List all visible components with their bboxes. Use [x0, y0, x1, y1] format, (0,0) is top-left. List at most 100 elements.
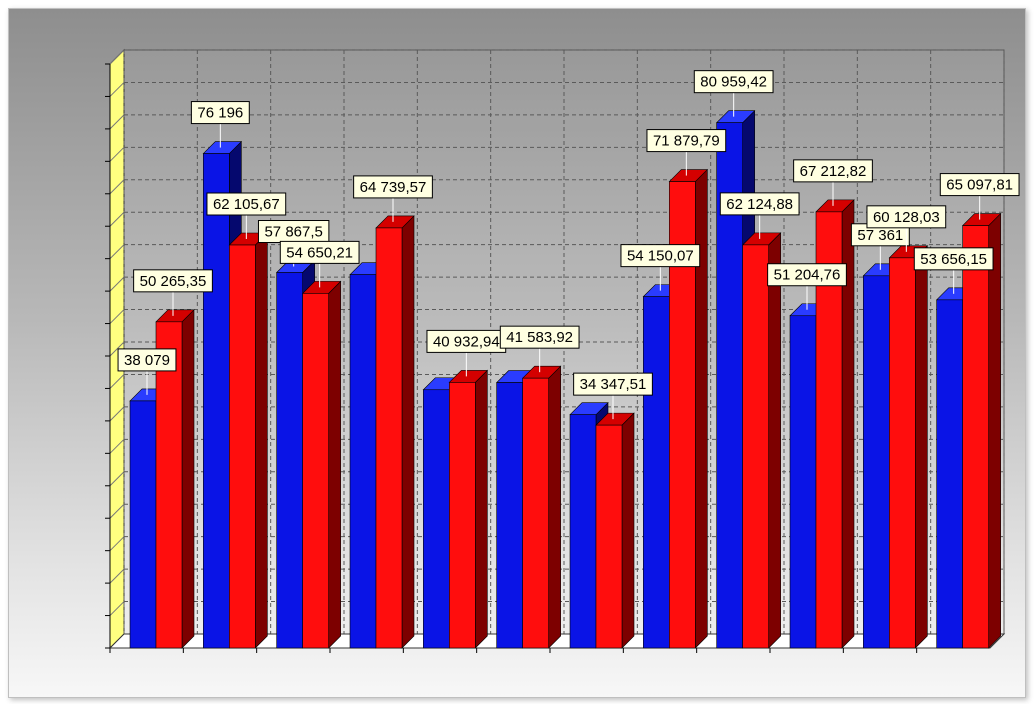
label-box	[913, 247, 994, 271]
gridline-y-wall	[109, 471, 125, 487]
label-box	[190, 101, 250, 125]
label-text: 71 879,79	[653, 133, 720, 150]
label-box	[620, 244, 701, 268]
label-text: 41 583,92	[506, 329, 573, 346]
bar-red	[668, 168, 709, 649]
bar-front-face	[423, 389, 450, 649]
bar-red	[375, 215, 415, 649]
label-box	[279, 240, 360, 264]
label-box	[499, 325, 580, 349]
gridline-y-wall	[109, 374, 125, 389]
label-box	[206, 192, 287, 216]
data-label-red: 62 124,88	[719, 192, 800, 239]
label-box	[866, 205, 947, 229]
bar-front-face	[155, 321, 183, 649]
label-box	[133, 269, 213, 293]
bars	[129, 109, 1002, 649]
label-text: 50 265,35	[140, 273, 207, 290]
y-axis-ticks	[105, 63, 110, 649]
bar-front-face	[203, 153, 230, 649]
bar-front-face	[643, 296, 670, 649]
bar-red	[301, 280, 342, 649]
bar-front-face	[889, 257, 916, 649]
bar-front-face	[375, 227, 403, 649]
data-label-red: 54 650,21	[279, 240, 360, 288]
bar-side-face	[328, 280, 341, 649]
label-text: 57 361	[857, 227, 903, 244]
label-box	[117, 348, 177, 372]
label-text: 62 124,88	[726, 196, 793, 213]
label-text: 64 739,57	[360, 179, 427, 196]
data-label-blue: 51 204,76	[767, 263, 847, 310]
gridline-y-wall	[109, 179, 125, 195]
bar-front-face	[449, 382, 476, 649]
data-label-blue: 54 150,07	[620, 244, 701, 291]
label-box	[646, 129, 727, 153]
x-axis-ticks	[109, 648, 918, 653]
gridline-y-wall	[109, 82, 125, 97]
data-label-red: 71 879,79	[646, 129, 727, 176]
label-box	[693, 70, 774, 94]
label-box	[573, 372, 653, 396]
bar-red	[741, 232, 782, 649]
gridline-y-wall	[109, 211, 125, 227]
label-text: 60 128,03	[873, 209, 940, 226]
bar-side-face	[181, 309, 195, 649]
data-label-red: 34 347,51	[573, 372, 653, 420]
bar-red	[448, 369, 489, 649]
label-box	[793, 159, 873, 183]
label-text: 76 196	[197, 105, 243, 122]
bar-red	[888, 245, 929, 649]
bar-side-face	[915, 245, 928, 649]
data-label-red: 67 212,82	[793, 159, 873, 206]
label-text: 57 867,5	[264, 224, 322, 241]
label-text: 40 932,94	[433, 333, 500, 350]
gridline-y-wall	[109, 406, 125, 422]
bar-front-face	[742, 244, 769, 649]
gridline-y-wall	[109, 503, 125, 519]
label-text: 62 105,67	[213, 196, 280, 213]
bar-front-face	[863, 275, 890, 649]
gridline-y-wall	[109, 438, 125, 454]
gridline-y-wall	[109, 49, 125, 65]
bar-front-face	[349, 274, 377, 649]
bar-front-face	[229, 244, 256, 649]
gridline-y-wall	[109, 276, 125, 292]
label-text: 38 079	[124, 352, 170, 369]
bar-side-face	[548, 365, 561, 649]
data-label-blue: 57 867,5	[257, 220, 330, 267]
label-text: 34 347,51	[580, 376, 647, 393]
data-label-red: 41 583,92	[499, 325, 580, 373]
label-box	[767, 263, 847, 287]
data-label-blue: 53 656,15	[913, 247, 994, 294]
bar-side-face	[475, 369, 488, 649]
bar-red	[595, 412, 635, 649]
gridline-y-wall	[109, 536, 125, 552]
bar-front-face	[789, 315, 817, 649]
bar-front-face	[595, 424, 623, 649]
gridline-y-wall	[109, 568, 125, 584]
bar-red	[228, 232, 269, 649]
bar-red	[155, 309, 195, 649]
bar-side-face	[768, 232, 781, 649]
bar-front-face	[276, 272, 303, 649]
label-text: 54 650,21	[286, 244, 353, 261]
bar-front-face	[936, 299, 963, 649]
bar-side-face	[695, 168, 708, 649]
label-box	[939, 173, 1020, 197]
bar-side-face	[621, 412, 635, 649]
bar-front-face	[962, 225, 989, 649]
bar-front-face	[496, 382, 523, 649]
gridline-y-wall	[109, 309, 125, 324]
label-text: 65 097,81	[946, 177, 1013, 194]
bar-front-face	[302, 293, 329, 649]
label-box	[353, 175, 433, 199]
gridline-y-wall	[109, 244, 125, 260]
gridline-y-wall	[109, 146, 125, 162]
bar-side-face	[255, 232, 268, 649]
data-labels: 38 079 50 265,35 76 196 62 105,67 57 867,5 54…	[117, 70, 1020, 420]
bar-front-face	[129, 400, 157, 649]
label-text: 54 150,07	[627, 248, 694, 265]
data-label-red: 40 932,94	[426, 329, 507, 377]
